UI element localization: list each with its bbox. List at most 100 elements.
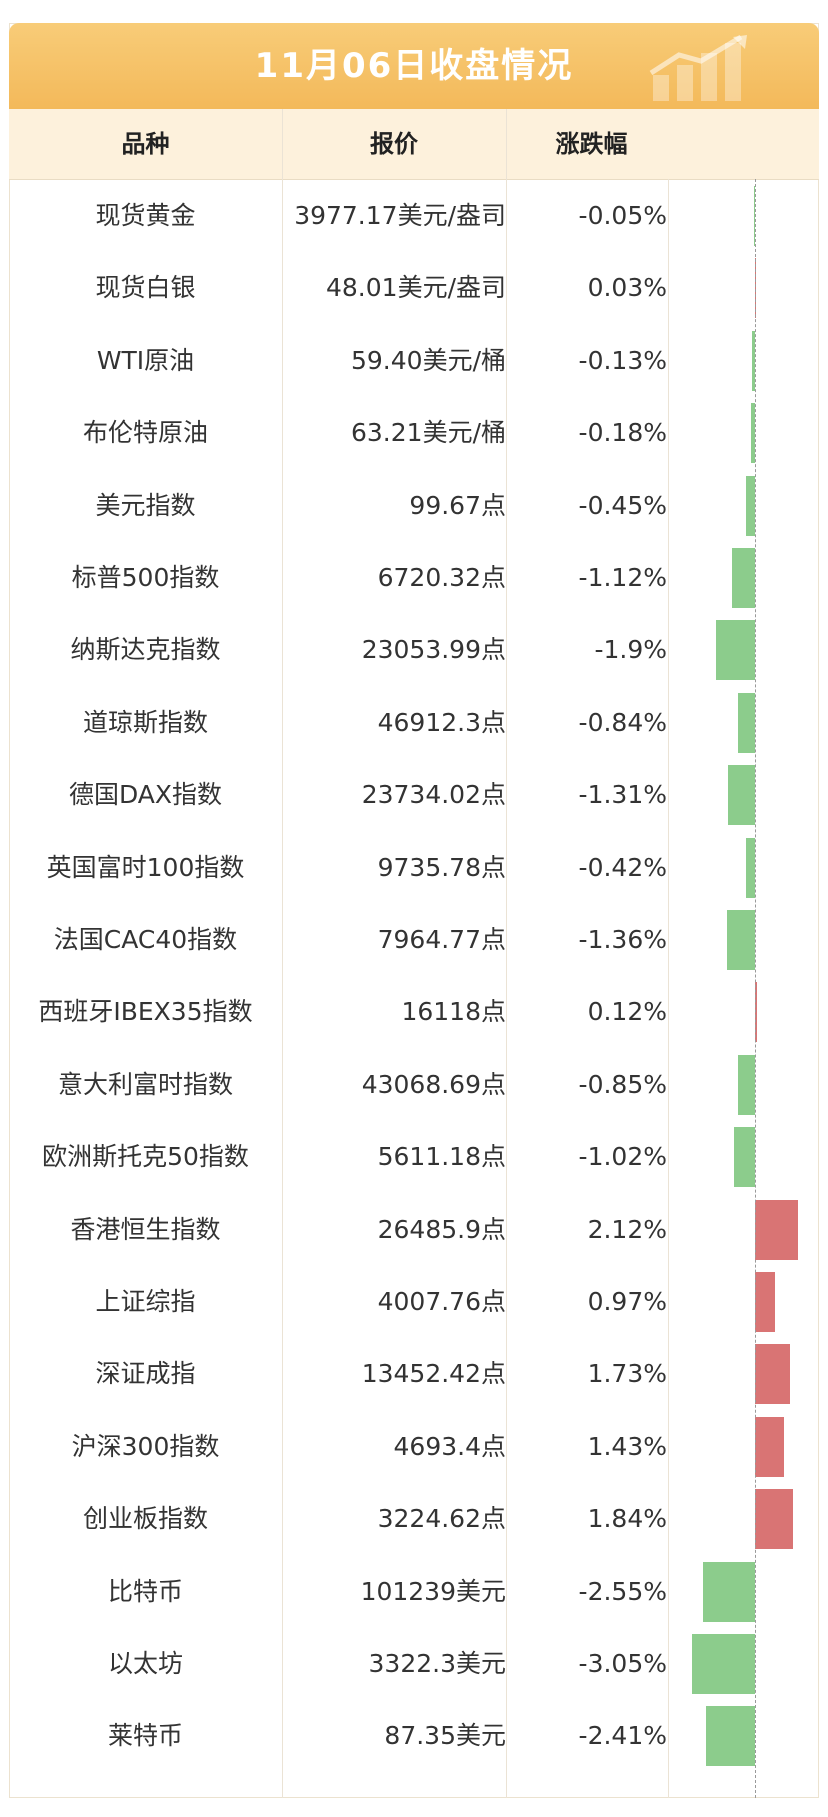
table-row: 美元指数 99.67点 -0.45% <box>9 470 819 542</box>
instrument-change: -1.02% <box>578 1142 667 1172</box>
change-bar-rise <box>755 982 758 1043</box>
instrument-price: 4007.76点 <box>377 1287 506 1316</box>
instrument-change: -0.84% <box>578 707 667 737</box>
instrument-change: -1.9% <box>594 635 667 665</box>
instrument-change: 1.43% <box>587 1431 667 1461</box>
instrument-name: 德国DAX指数 <box>68 780 223 810</box>
change-bar-rise <box>755 1199 799 1260</box>
bar-zero-axis <box>755 179 756 1798</box>
instrument-change: 1.73% <box>587 1359 667 1389</box>
table-row: 莱特币 87.35美元 -2.41% <box>9 1700 819 1772</box>
instrument-name: 创业板指数 <box>82 1504 208 1534</box>
table-row: 道琼斯指数 46912.3点 -0.84% <box>9 687 819 759</box>
instrument-price: 63.21美元/桶 <box>351 418 506 448</box>
instrument-change: -3.05% <box>578 1649 667 1678</box>
table-row: 法国CAC40指数 7964.77点 -1.36% <box>9 904 819 976</box>
instrument-name: 深证成指 <box>95 1359 196 1389</box>
table-header: 品种 报价 涨跌幅 <box>9 109 819 180</box>
instrument-name: 布伦特原油 <box>82 418 208 448</box>
change-bar-fall <box>737 1054 755 1115</box>
change-bar-fall <box>746 837 755 898</box>
instrument-price: 101239美元 <box>360 1576 506 1606</box>
instrument-price: 6720.32点 <box>377 563 506 592</box>
change-bar-fall <box>753 186 755 246</box>
instrument-name: WTI原油 <box>96 345 195 375</box>
column-divider <box>506 109 507 1798</box>
instrument-name: 西班牙IBEX35指数 <box>38 997 253 1027</box>
instrument-change: -0.45% <box>578 490 667 520</box>
instrument-name: 香港恒生指数 <box>70 1214 221 1244</box>
instrument-name: 意大利富时指数 <box>57 1069 233 1099</box>
change-bar-rise <box>755 1416 785 1477</box>
table-row: 西班牙IBEX35指数 16118点 0.12% <box>9 976 819 1048</box>
instrument-change: -0.05% <box>578 201 667 230</box>
table-row: WTI原油 59.40美元/桶 -0.13% <box>9 325 819 397</box>
header-change: 涨跌幅 <box>555 130 628 158</box>
table-card <box>9 23 819 1798</box>
instrument-name: 法国CAC40指数 <box>53 925 238 954</box>
change-bar-fall <box>705 1706 755 1767</box>
instrument-change: -1.12% <box>578 563 667 592</box>
change-bar-fall <box>727 910 755 970</box>
instrument-price: 26485.9点 <box>377 1214 506 1244</box>
table-row: 标普500指数 6720.32点 -1.12% <box>9 542 819 614</box>
table-row: 英国富时100指数 9735.78点 -0.42% <box>9 832 819 904</box>
change-bar-rise <box>755 1272 775 1332</box>
table-row: 香港恒生指数 26485.9点 2.12% <box>9 1194 819 1266</box>
change-bar-fall <box>745 475 755 536</box>
change-bar-fall <box>734 1127 755 1188</box>
instrument-change: -1.36% <box>578 925 667 954</box>
instrument-change: -0.85% <box>578 1069 667 1099</box>
header-name: 品种 <box>121 130 170 158</box>
instrument-price: 3322.3美元 <box>368 1649 506 1678</box>
page-title: 11月06日收盘情况 <box>254 46 574 86</box>
instrument-change: 0.03% <box>587 273 667 303</box>
table-row: 上证综指 4007.76点 0.97% <box>9 1266 819 1338</box>
change-bar-rise <box>755 1344 791 1405</box>
instrument-name: 莱特币 <box>107 1721 183 1751</box>
table-row: 纳斯达克指数 23053.99点 -1.9% <box>9 614 819 686</box>
table-row: 沪深300指数 4693.4点 1.43% <box>9 1411 819 1483</box>
instrument-name: 标普500指数 <box>71 563 220 592</box>
table-row: 现货白银 48.01美元/盎司 0.03% <box>9 252 819 324</box>
instrument-name: 道琼斯指数 <box>82 707 208 737</box>
change-bar-fall <box>752 330 755 391</box>
instrument-price: 87.35美元 <box>384 1721 506 1751</box>
table-row: 现货黄金 3977.17美元/盎司 -0.05% <box>9 180 819 252</box>
instrument-price: 13452.42点 <box>361 1359 506 1389</box>
instrument-price: 23053.99点 <box>361 635 506 665</box>
instrument-price: 9735.78点 <box>377 852 506 882</box>
instrument-name: 现货黄金 <box>95 201 196 230</box>
change-bar-fall <box>716 620 755 681</box>
instrument-change: -0.18% <box>578 418 667 448</box>
instrument-price: 46912.3点 <box>377 707 506 737</box>
instrument-price: 48.01美元/盎司 <box>326 273 506 303</box>
table-row: 以太坊 3322.3美元 -3.05% <box>9 1628 819 1700</box>
instrument-name: 上证综指 <box>95 1287 196 1316</box>
instrument-name: 美元指数 <box>95 490 196 520</box>
instrument-price: 99.67点 <box>409 490 506 520</box>
change-bar-fall <box>737 692 755 753</box>
instrument-name: 沪深300指数 <box>71 1431 220 1461</box>
table-row: 比特币 101239美元 -2.55% <box>9 1556 819 1628</box>
instrument-change: 1.84% <box>587 1504 667 1534</box>
instrument-change: -0.42% <box>578 852 667 882</box>
change-bar-fall <box>692 1634 755 1694</box>
instrument-price: 7964.77点 <box>377 925 506 954</box>
instrument-price: 23734.02点 <box>361 780 506 810</box>
table-row: 布伦特原油 63.21美元/桶 -0.18% <box>9 397 819 469</box>
instrument-change: -0.13% <box>578 345 667 375</box>
instrument-name: 比特币 <box>107 1576 183 1606</box>
change-bar-fall <box>728 765 755 826</box>
instrument-price: 3977.17美元/盎司 <box>294 201 506 230</box>
change-bar-rise <box>755 1489 793 1550</box>
instrument-change: -2.41% <box>578 1721 667 1751</box>
instrument-name: 现货白银 <box>95 273 196 303</box>
instrument-change: -1.31% <box>578 780 667 810</box>
instrument-change: -2.55% <box>578 1576 667 1606</box>
table-row: 德国DAX指数 23734.02点 -1.31% <box>9 759 819 831</box>
instrument-price: 16118点 <box>401 997 506 1027</box>
table-row: 意大利富时指数 43068.69点 -0.85% <box>9 1049 819 1121</box>
instrument-price: 43068.69点 <box>361 1069 506 1099</box>
title-banner: 11月06日收盘情况 <box>9 23 819 109</box>
